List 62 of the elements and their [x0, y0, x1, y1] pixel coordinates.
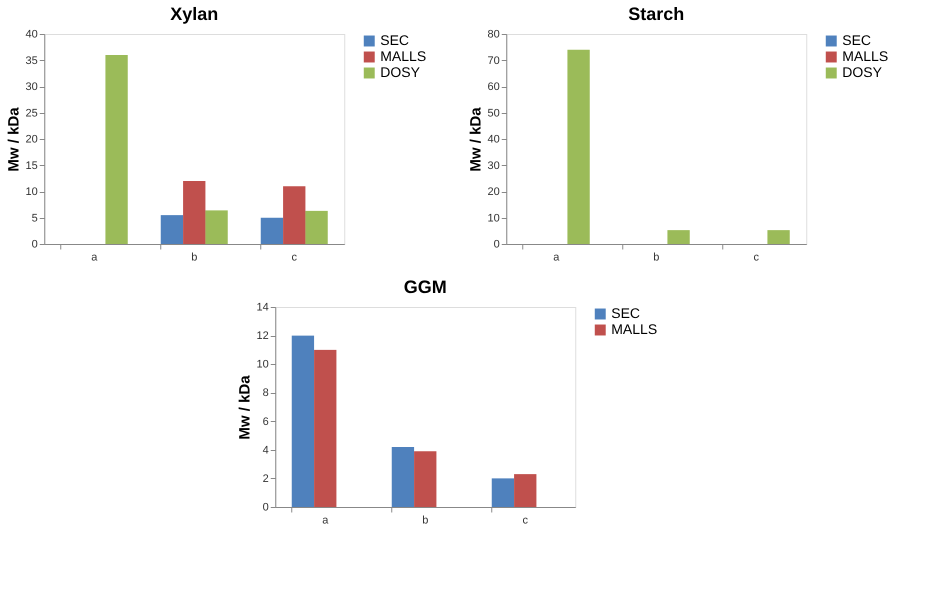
- legend-label: DOSY: [842, 64, 883, 80]
- y-tick-label: 2: [262, 472, 269, 485]
- y-tick-label: 14: [256, 302, 269, 314]
- y-tick-label: 40: [488, 134, 500, 146]
- y-tick-label: 0: [494, 238, 500, 250]
- x-tick-label: c: [292, 252, 298, 264]
- y-tick-label: 30: [26, 81, 38, 93]
- y-tick-label: 80: [488, 28, 500, 40]
- bar: [314, 350, 336, 507]
- y-tick-label: 6: [262, 416, 269, 428]
- bar: [260, 218, 284, 244]
- x-tick-label: a: [91, 252, 98, 264]
- legend-label: SEC: [380, 32, 410, 48]
- bar: [492, 478, 514, 507]
- y-tick-label: 35: [26, 54, 38, 67]
- y-tick-label: 25: [26, 107, 38, 120]
- legend-label: MALLS: [842, 48, 888, 64]
- bar: [392, 447, 414, 507]
- y-tick-label: 15: [26, 160, 38, 172]
- legend-label: MALLS: [611, 321, 658, 337]
- y-tick-label: 10: [26, 186, 38, 198]
- bar: [183, 181, 206, 244]
- y-tick-label: 0: [262, 502, 269, 514]
- bar: [305, 210, 328, 244]
- bar: [414, 451, 436, 507]
- y-tick-label: 30: [488, 160, 500, 172]
- y-tick-label: 20: [488, 186, 500, 198]
- y-tick-label: 50: [488, 107, 500, 120]
- legend-label: SEC: [611, 305, 640, 321]
- y-axis-title: Mw / kDa: [468, 106, 485, 172]
- y-axis-title: Mw / kDa: [6, 106, 23, 172]
- legend-label: SEC: [842, 32, 872, 48]
- y-tick-label: 12: [256, 330, 269, 342]
- legend-label: DOSY: [380, 64, 421, 80]
- x-tick-label: b: [653, 252, 660, 264]
- bar: [514, 474, 536, 507]
- y-tick-label: 20: [26, 134, 38, 146]
- x-tick-label: a: [553, 252, 560, 264]
- x-tick-label: c: [522, 514, 528, 526]
- y-tick-label: 0: [32, 238, 38, 250]
- bar: [205, 210, 228, 244]
- y-tick-label: 4: [262, 444, 269, 456]
- y-tick-label: 10: [256, 358, 269, 371]
- x-tick-label: b: [422, 514, 428, 526]
- y-tick-label: 10: [488, 212, 500, 224]
- x-tick-label: b: [191, 252, 198, 264]
- bar: [292, 336, 314, 507]
- chart-title: Starch: [628, 4, 684, 24]
- bar: [283, 186, 306, 244]
- y-tick-label: 70: [488, 54, 500, 67]
- y-axis-title: Mw / kDa: [236, 374, 254, 440]
- y-tick-label: 5: [32, 212, 38, 224]
- legend-label: MALLS: [380, 48, 426, 64]
- x-tick-label: c: [754, 252, 760, 264]
- x-tick-label: a: [322, 514, 330, 526]
- bar: [160, 215, 184, 244]
- bar: [105, 55, 128, 244]
- y-tick-label: 40: [26, 28, 38, 40]
- chart-title: GGM: [404, 277, 447, 297]
- y-tick-label: 60: [488, 81, 500, 93]
- y-tick-label: 8: [262, 387, 269, 400]
- chart-title: Xylan: [170, 4, 218, 24]
